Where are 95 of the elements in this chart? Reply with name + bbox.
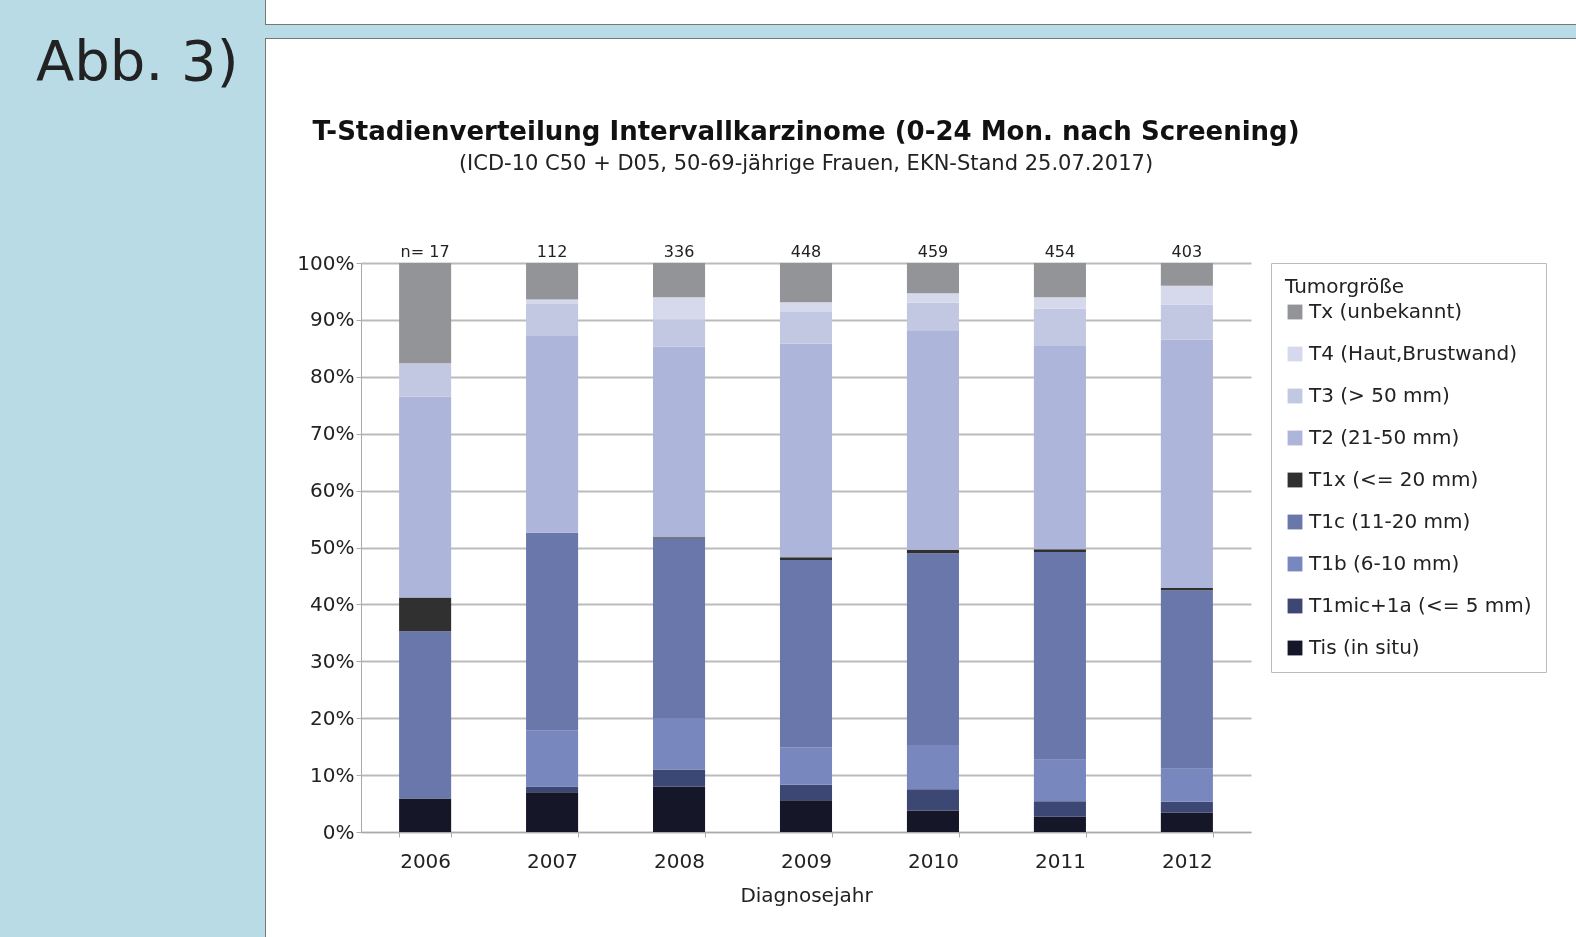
y-tick-label: 80% — [310, 364, 355, 389]
bar — [399, 798, 452, 832]
bar — [779, 800, 833, 832]
bar — [526, 335, 579, 533]
x-tick-label: 2007 — [527, 848, 579, 873]
bar — [526, 303, 579, 336]
bar — [526, 792, 579, 832]
bar — [1033, 816, 1086, 832]
bar — [1160, 263, 1213, 286]
legend-label: T4 (Haut,Brustwand) — [1308, 341, 1517, 365]
bar — [1033, 346, 1086, 550]
y-tick-label: 0% — [322, 819, 355, 844]
y-tick-label: 20% — [310, 705, 355, 730]
bar — [399, 263, 452, 364]
legend-label: T3 (> 50 mm) — [1308, 383, 1450, 407]
bar — [906, 789, 959, 811]
chart-title: T-Stadienverteilung Intervallkarzinome (0-24 Mon. nach Screening) — [312, 116, 1300, 146]
bar — [399, 363, 452, 397]
bar — [1033, 308, 1086, 347]
bar — [653, 718, 706, 770]
bar — [906, 744, 959, 790]
legend-label: T1mic+1a (<= 5 mm) — [1308, 593, 1532, 617]
y-tick-label: 30% — [310, 648, 355, 673]
legend-label: T2 (21-50 mm) — [1308, 425, 1460, 449]
bar — [1033, 759, 1086, 802]
x-tick-label: 2011 — [1034, 848, 1086, 873]
y-tick-label: 100% — [297, 250, 355, 275]
bar — [1160, 285, 1213, 305]
bar — [653, 263, 706, 298]
bar — [1033, 263, 1086, 298]
bar — [779, 784, 833, 801]
bar — [906, 263, 959, 294]
x-tick-label: 2009 — [781, 848, 832, 873]
bar — [1160, 801, 1213, 813]
x-axis-title: Diagnosejahr — [740, 882, 874, 907]
bar — [399, 597, 452, 632]
x-tick-label: 2012 — [1161, 848, 1213, 873]
y-tick-label: 10% — [310, 762, 355, 787]
x-tick-label: 2008 — [654, 848, 705, 873]
bar — [779, 302, 833, 312]
bar — [526, 299, 579, 304]
y-tick-label: 60% — [310, 478, 355, 503]
annotation: 454 — [1044, 242, 1076, 261]
caption: Abb. 3) — [36, 28, 239, 93]
bar — [906, 810, 959, 832]
legend-label: Tx (unbekannt) — [1308, 299, 1463, 323]
annotation: n= 17 — [400, 242, 450, 261]
bar — [399, 631, 452, 799]
bar — [1033, 549, 1086, 553]
chart-subtitle: (ICD-10 C50 + D05, 50-69-jährige Frauen, EKN-Stand 25.07.2017) — [458, 151, 1154, 175]
y-tick-label: 40% — [310, 591, 355, 616]
bar — [1033, 297, 1086, 309]
bar — [906, 553, 959, 745]
bar — [1033, 552, 1086, 760]
bar — [779, 263, 833, 303]
bar — [653, 769, 706, 787]
bar — [526, 786, 579, 793]
bar — [906, 302, 959, 331]
bar — [653, 319, 706, 347]
bar — [526, 532, 579, 731]
x-tick-label: 2006 — [400, 848, 452, 873]
bar — [779, 343, 833, 558]
bar — [1160, 812, 1213, 832]
legend-label: T1c (11-20 mm) — [1308, 509, 1471, 533]
y-tick-label: 90% — [310, 307, 355, 332]
legend-title: Tumorgröße — [1284, 274, 1405, 298]
annotation: 448 — [790, 242, 822, 261]
x-tick-label: 2010 — [908, 848, 959, 873]
bar — [1160, 768, 1213, 802]
bar — [526, 263, 579, 300]
bar — [1160, 339, 1213, 588]
annotation: 403 — [1171, 242, 1203, 261]
bar — [779, 747, 833, 785]
bar — [1033, 801, 1086, 817]
bar — [1160, 304, 1213, 340]
bar — [779, 557, 833, 561]
bar — [779, 311, 833, 344]
bar — [653, 538, 706, 719]
bar — [906, 330, 959, 550]
legend-label: T1b (6-10 mm) — [1308, 551, 1460, 575]
legend-label: T1x (<= 20 mm) — [1308, 467, 1479, 491]
y-tick-label: 50% — [310, 535, 355, 559]
bar — [1160, 590, 1213, 769]
annotation: 459 — [917, 242, 949, 261]
bar — [906, 293, 959, 303]
bar — [653, 786, 706, 832]
bar — [653, 297, 706, 320]
bar — [526, 730, 579, 787]
bar — [399, 396, 452, 598]
annotation: 112 — [536, 242, 568, 261]
y-tick-label: 70% — [310, 421, 355, 446]
bar — [779, 560, 833, 748]
annotation: 336 — [663, 242, 695, 261]
bar — [653, 346, 706, 538]
legend-label: Tis (in situ) — [1308, 635, 1420, 659]
